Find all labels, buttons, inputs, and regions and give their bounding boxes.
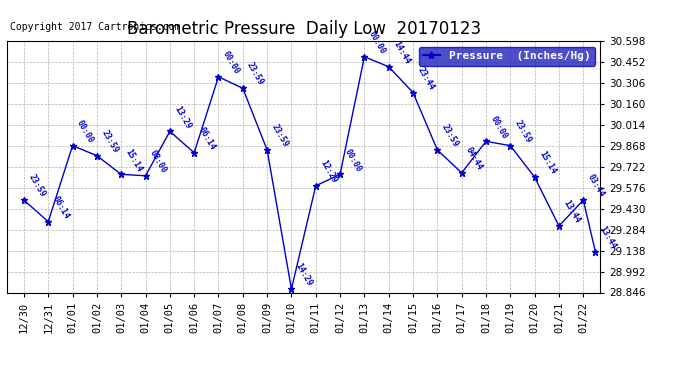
Text: 00:00: 00:00: [221, 50, 242, 76]
Text: 12:29: 12:29: [318, 159, 339, 184]
Text: 14:29: 14:29: [294, 262, 314, 288]
Text: 13:44: 13:44: [562, 199, 582, 225]
Text: 00:00: 00:00: [367, 30, 387, 56]
Text: 14:44: 14:44: [391, 39, 411, 66]
Text: 06:14: 06:14: [50, 194, 71, 220]
Text: Copyright 2017 Cartronics.com: Copyright 2017 Cartronics.com: [10, 22, 181, 33]
Text: 00:00: 00:00: [75, 118, 95, 144]
Text: 00:00: 00:00: [489, 114, 509, 140]
Text: 08:00: 08:00: [148, 148, 168, 175]
Title: Barometric Pressure  Daily Low  20170123: Barometric Pressure Daily Low 20170123: [126, 20, 481, 38]
Text: 23:44: 23:44: [415, 65, 436, 92]
Text: 13:44: 13:44: [598, 225, 618, 251]
Text: 23:59: 23:59: [513, 118, 533, 144]
Text: 06:14: 06:14: [197, 126, 217, 152]
Text: 23:59: 23:59: [245, 61, 266, 87]
Text: 23:59: 23:59: [26, 173, 47, 199]
Legend: Pressure  (Inches/Hg): Pressure (Inches/Hg): [419, 47, 595, 66]
Text: 15:14: 15:14: [124, 147, 144, 173]
Text: 04:44: 04:44: [464, 146, 484, 172]
Text: 23:59: 23:59: [99, 128, 119, 154]
Text: 23:59: 23:59: [440, 123, 460, 149]
Text: 00:00: 00:00: [342, 147, 363, 173]
Text: 15:14: 15:14: [537, 150, 558, 176]
Text: 13:29: 13:29: [172, 104, 193, 130]
Text: 03:44: 03:44: [586, 173, 606, 199]
Text: 23:59: 23:59: [270, 123, 290, 149]
